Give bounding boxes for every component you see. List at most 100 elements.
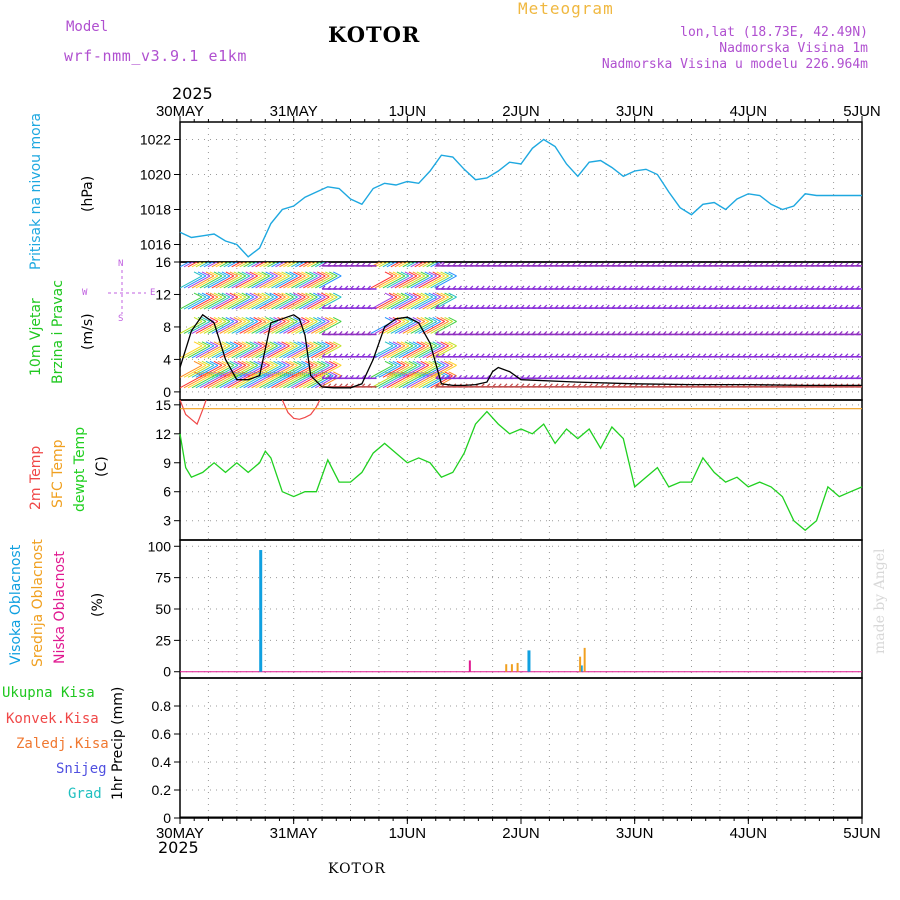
y-tick-label: 0	[163, 664, 171, 680]
wind-barb	[560, 262, 565, 267]
wind-barb	[816, 262, 820, 267]
wind-barb	[838, 331, 843, 335]
wind-barb	[594, 353, 599, 358]
wind-barb	[287, 345, 310, 359]
wind-barb	[696, 331, 701, 335]
wind-barb	[191, 375, 215, 389]
wind-barb	[571, 304, 576, 309]
wind-barb	[668, 353, 673, 358]
wind-barb	[426, 262, 437, 268]
wind-barb	[198, 251, 206, 255]
wind-barb	[203, 275, 227, 289]
wind-barb	[782, 331, 786, 335]
wind-barb	[263, 296, 286, 310]
wind-barb	[691, 331, 695, 335]
wind-barb	[543, 383, 548, 388]
wind-barb	[548, 353, 553, 358]
wind-barb	[374, 296, 398, 310]
wind-barb	[531, 374, 536, 379]
wind-barb	[333, 262, 337, 267]
wind-barb	[243, 296, 266, 310]
x-tick-label-top: 3JUN	[616, 103, 654, 120]
wind-barb	[509, 374, 514, 379]
wind-barb	[463, 374, 468, 379]
wind-barb	[770, 374, 775, 379]
wind-barb	[685, 374, 690, 379]
x-tick-label-bottom: 1JUN	[389, 825, 427, 842]
wind-barb	[249, 316, 258, 322]
wind-barb	[566, 304, 570, 309]
wind-barb	[742, 331, 747, 335]
wind-side-label-2: Brzina i Pravac	[50, 280, 66, 384]
wind-barb	[317, 316, 326, 322]
wind-barb	[329, 360, 338, 366]
wind-barb	[301, 316, 310, 322]
wind-barb	[414, 275, 437, 289]
wind-barb	[787, 353, 792, 358]
temp-side-label-dewpt: dewpt Temp	[72, 426, 88, 512]
wind-barb	[327, 285, 332, 290]
wind-barb	[497, 353, 502, 358]
wind-barb	[386, 375, 410, 389]
wind-barb	[245, 360, 254, 366]
wind-barb	[243, 320, 266, 334]
wind-barb	[611, 353, 616, 358]
wind-barb	[662, 304, 667, 309]
wind-barb	[191, 262, 202, 268]
wind-barb	[251, 275, 274, 289]
wind-barb	[782, 262, 786, 267]
wind-barb	[361, 374, 366, 379]
wind-barb	[554, 353, 559, 358]
wind-barb	[338, 374, 343, 379]
wind-barb	[209, 271, 219, 277]
wind-barb	[235, 275, 258, 289]
wind-barb	[406, 262, 417, 268]
y-tick-label: 4	[163, 351, 171, 367]
wind-barb	[628, 353, 633, 358]
wind-barb	[283, 320, 306, 334]
wind-barb	[424, 341, 433, 347]
wind-barb	[662, 353, 667, 358]
wind-barb	[221, 341, 231, 347]
wind-barb	[668, 262, 673, 267]
precip-label-snijeg: Snijeg	[56, 761, 107, 777]
wind-barb	[289, 341, 298, 347]
wind-barb	[265, 292, 274, 298]
wind-barb	[713, 285, 718, 290]
wind-barb	[319, 275, 342, 289]
wind-barb	[617, 353, 622, 358]
wind-barb	[209, 316, 219, 322]
wind-barb	[497, 262, 502, 267]
wind-barb	[247, 375, 270, 389]
wind-barb	[253, 316, 262, 322]
wind-barb	[406, 364, 430, 378]
wind-barb	[239, 345, 262, 359]
wind-barb	[311, 296, 334, 310]
wind-barb	[833, 285, 838, 290]
wind-barb	[497, 304, 502, 309]
wind-barb	[414, 375, 437, 389]
wind-barb	[325, 341, 334, 347]
wind-barb	[799, 304, 803, 309]
wind-barb	[245, 341, 254, 347]
wind-barb	[554, 331, 559, 335]
wind-barb	[804, 331, 809, 335]
wind-barb	[329, 292, 338, 298]
wind-barb	[255, 296, 278, 310]
wind-barb	[605, 374, 610, 379]
wind-barb	[742, 304, 747, 309]
wind-barb	[388, 360, 398, 366]
wind-barb	[233, 360, 243, 366]
wind-barb	[257, 341, 266, 347]
wind-barb	[388, 316, 398, 322]
wind-barb	[418, 262, 429, 268]
wind-barb	[227, 345, 250, 359]
wind-barb	[315, 296, 338, 310]
wind-barb	[215, 375, 239, 389]
wind-barb	[434, 345, 457, 359]
wind-barb	[269, 341, 278, 347]
wind-barb	[662, 285, 667, 290]
wind-barb	[299, 345, 322, 359]
wind-barb	[440, 371, 449, 377]
x-tick-label-top: 2JUN	[502, 103, 540, 120]
